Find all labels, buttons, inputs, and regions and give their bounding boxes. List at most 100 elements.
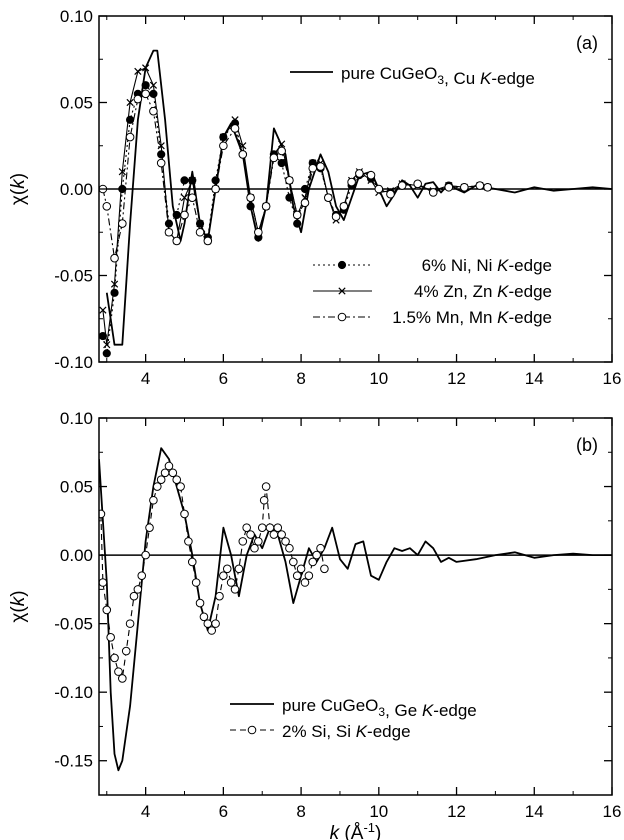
x-tick-label: 6 [219, 802, 228, 821]
series-3-point [347, 177, 356, 187]
series-3-point [125, 132, 135, 142]
series-2-point [239, 142, 247, 150]
legend-label: pure CuGeO3, Cu K-edge [341, 64, 535, 88]
plot-area [99, 447, 612, 772]
series-1-point [110, 653, 119, 663]
series-1-point [102, 349, 111, 358]
series-2-point [188, 176, 196, 184]
series-1-point [110, 288, 119, 297]
x-tick-label: 8 [296, 802, 305, 821]
legend-label: 6% Ni, Ni K-edge [422, 256, 552, 275]
series-1-point [226, 578, 236, 587]
series-1-point [99, 509, 106, 519]
series-2-point [149, 81, 158, 89]
series-3-point [475, 181, 485, 190]
plot-frame [98, 417, 613, 796]
y-tick-label: -0.10 [54, 683, 93, 702]
series-3-point [203, 236, 213, 246]
series-3-point [316, 162, 325, 171]
series-3-point [413, 179, 422, 189]
x-tick-label: 10 [369, 369, 388, 388]
series-3-point [133, 94, 143, 104]
legend-label: 2% Si, Si K-edge [282, 722, 411, 741]
x-tick-label: 14 [525, 802, 544, 821]
series-3-point [254, 227, 263, 237]
series-1-point [180, 176, 189, 185]
series-1-point [160, 468, 170, 478]
series-1-point [164, 461, 174, 471]
series-1-point [157, 150, 166, 159]
series-3-point [238, 150, 248, 159]
legend-marker [337, 312, 347, 322]
y-tick-label: 0.00 [60, 546, 93, 565]
x-tick-label: 8 [296, 369, 305, 388]
series-1-point [219, 571, 228, 580]
plot-area [99, 49, 612, 358]
series-1-point [203, 619, 213, 628]
series-3-point [444, 182, 454, 192]
y-tick-label: -0.05 [54, 267, 93, 286]
legend-marker [338, 287, 346, 295]
legend-label: pure CuGeO3, Ge K-edge [282, 696, 477, 720]
series-3-point [386, 189, 395, 199]
x-tick-label: 12 [447, 802, 466, 821]
x-tick-label: 14 [525, 369, 544, 388]
series-1-point [269, 530, 279, 539]
series-1-point [149, 89, 158, 98]
series-1-point [118, 674, 127, 683]
y-tick-label: 0.10 [60, 409, 93, 428]
series-2-point [110, 280, 119, 288]
series-2-point [118, 168, 126, 176]
x-tick-label: 16 [603, 802, 622, 821]
series-2-point [126, 98, 134, 107]
y-tick-label: -0.05 [54, 615, 93, 634]
series-3-point [285, 176, 294, 185]
y-tick-label: 0.10 [60, 7, 93, 26]
series-1-point [250, 543, 259, 553]
y-tick-label: 0.05 [60, 478, 93, 497]
series-3-point [149, 106, 158, 116]
series-1-point [152, 482, 162, 491]
series-3-point [483, 182, 492, 192]
series-3-point [261, 202, 271, 211]
series-1-point [257, 523, 267, 532]
x-tick-label: 4 [141, 369, 150, 388]
series-3-point [269, 153, 279, 163]
series-1-point [320, 564, 329, 574]
series-3-point [211, 184, 220, 194]
series-1-point [238, 537, 248, 546]
series-3-point [141, 89, 150, 99]
series-line-1 [100, 465, 325, 680]
series-1-point [172, 475, 182, 484]
y-axis-label: χ(k) [8, 173, 29, 205]
series-1-point [261, 482, 271, 491]
series-1-point [285, 193, 294, 202]
series-1-point [246, 530, 255, 539]
series-3-point [292, 210, 302, 220]
series-1-point [195, 598, 205, 608]
series-1-point [145, 523, 154, 532]
y-axis-label: χ(k) [8, 590, 29, 622]
y-tick-label: -0.15 [54, 752, 93, 771]
series-1-point [102, 605, 112, 615]
series-3-point [102, 202, 112, 211]
series-2-point [278, 140, 286, 148]
series-1-point [273, 523, 283, 532]
series-1-point [129, 591, 139, 601]
series-1-point [191, 578, 201, 587]
series-3-point [164, 227, 174, 237]
series-3-point [277, 146, 286, 156]
legend-marker [247, 725, 257, 735]
y-tick-label: 0.00 [60, 180, 93, 199]
series-3-point [308, 163, 318, 173]
series-3-point [195, 227, 205, 237]
series-1-point [156, 475, 166, 484]
y-tick-label: 0.05 [60, 94, 93, 113]
series-1-point [199, 612, 209, 622]
series-1-point [187, 557, 197, 567]
series-1-point [308, 557, 318, 567]
series-3-point [246, 193, 255, 202]
series-3-point [339, 202, 349, 211]
legend-label: 1.5% Mn, Mn K-edge [392, 308, 552, 327]
series-3-point [323, 193, 333, 202]
